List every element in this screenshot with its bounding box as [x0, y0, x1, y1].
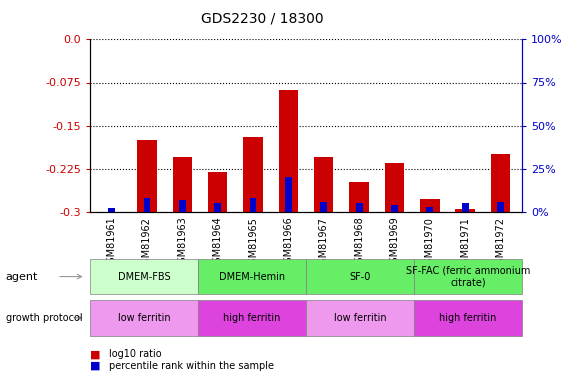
Text: percentile rank within the sample: percentile rank within the sample [109, 361, 274, 370]
Bar [349, 182, 369, 212]
Bar [420, 199, 440, 212]
Bar [455, 209, 475, 212]
Text: growth protocol: growth protocol [6, 313, 82, 323]
Bar [285, 177, 292, 212]
Bar [250, 198, 257, 212]
Bar [243, 137, 263, 212]
Text: high ferritin: high ferritin [439, 313, 497, 323]
Text: log10 ratio: log10 ratio [109, 350, 161, 359]
Bar [215, 203, 221, 212]
Bar [208, 172, 227, 212]
Bar [143, 198, 150, 212]
Text: GDS2230 / 18300: GDS2230 / 18300 [201, 11, 324, 25]
Bar [137, 140, 157, 212]
Bar [391, 205, 398, 212]
Text: ■: ■ [90, 350, 101, 359]
Text: SF-0: SF-0 [349, 272, 371, 282]
Text: DMEM-FBS: DMEM-FBS [118, 272, 171, 282]
Text: low ferritin: low ferritin [333, 313, 387, 323]
Bar [320, 201, 327, 212]
Bar [385, 163, 404, 212]
Bar [314, 157, 333, 212]
Bar [426, 207, 433, 212]
Bar [462, 203, 469, 212]
Text: agent: agent [6, 272, 38, 282]
Bar [179, 200, 186, 212]
Text: ■: ■ [90, 361, 101, 370]
Text: SF-FAC (ferric ammonium
citrate): SF-FAC (ferric ammonium citrate) [406, 266, 530, 287]
Bar [356, 203, 363, 212]
Text: DMEM-Hemin: DMEM-Hemin [219, 272, 285, 282]
Text: low ferritin: low ferritin [118, 313, 171, 323]
Bar [491, 154, 510, 212]
Bar [279, 90, 298, 212]
Bar [497, 201, 504, 212]
Bar [173, 157, 192, 212]
Bar [108, 209, 115, 212]
Text: high ferritin: high ferritin [223, 313, 281, 323]
